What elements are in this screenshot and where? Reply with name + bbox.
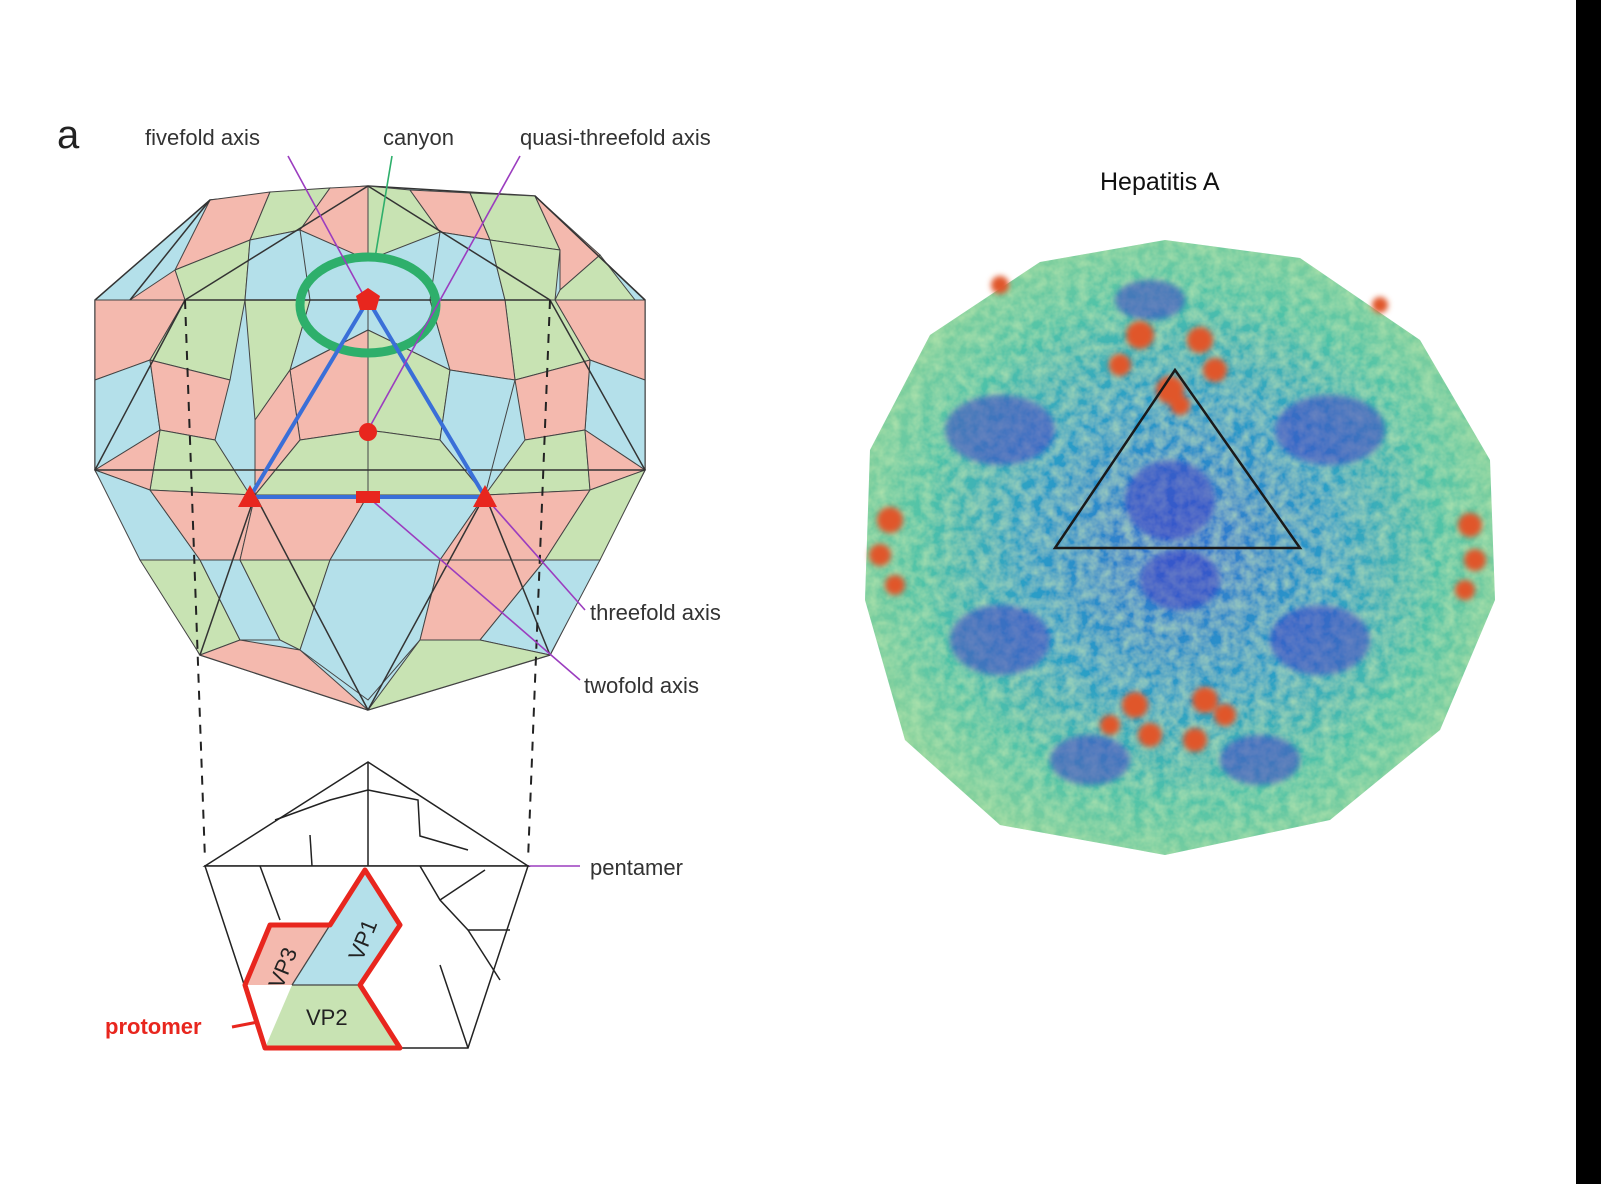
hepatitis-a-virion [865, 240, 1495, 855]
projection-lines [184, 299, 551, 861]
protomer-leader [231, 1020, 259, 1029]
vp1-region [292, 870, 400, 985]
label-threefold-axis: threefold axis [590, 600, 721, 625]
protomer-outline [242, 867, 403, 1051]
fivefold-axis-marker [356, 288, 380, 310]
leader-lines [287, 155, 586, 867]
label-fivefold-axis: fivefold axis [145, 125, 260, 150]
protomer [242, 867, 403, 1051]
virion-depressions [945, 280, 1385, 785]
canyon-ring [295, 252, 441, 358]
right-edge-bar [1576, 0, 1601, 1184]
threefold-axis-marker-right [473, 485, 497, 507]
hepatitis-a-title: Hepatitis A [1100, 168, 1220, 196]
threefold-axis-marker-left [238, 485, 262, 507]
label-twofold-axis: twofold axis [584, 673, 699, 698]
label-protomer: protomer [105, 1014, 202, 1039]
label-quasi-threefold-axis: quasi-threefold axis [520, 125, 711, 150]
virion-protrusions [869, 276, 1486, 752]
label-canyon: canyon [383, 125, 454, 150]
pentamer-diagram: VP3 VP1 VP2 protomer pentamer [105, 761, 683, 1051]
label-pentamer: pentamer [590, 855, 683, 880]
panel-letter: a [57, 113, 80, 157]
label-vp2: VP2 [306, 1005, 348, 1030]
virion-asymmetric-triangle [1052, 367, 1303, 550]
capsid-diagram: a fivefold axis canyon quasi-threefold a… [57, 113, 721, 867]
capsid-edges [94, 185, 646, 711]
vp2-region [265, 985, 400, 1048]
quasi-threefold-axis-marker [359, 423, 377, 441]
twofold-axis-marker [356, 491, 380, 503]
